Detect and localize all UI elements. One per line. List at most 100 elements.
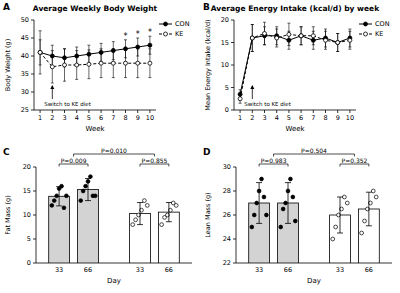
error-bar: [300, 27, 303, 45]
data-point: [311, 34, 315, 38]
data-point: [287, 32, 291, 36]
data-point: [250, 36, 254, 40]
legend-label: KE: [175, 30, 183, 38]
y-tick-label: 10: [221, 61, 229, 69]
y-tick: [33, 191, 36, 192]
x-tick: [88, 110, 89, 113]
data-point: [291, 195, 295, 199]
y-tick-label: 5: [27, 235, 31, 243]
plot-area: [249, 177, 380, 263]
x-tick-label: 33: [336, 266, 344, 274]
data-point: [55, 194, 59, 198]
x-tick: [125, 110, 126, 113]
error-bar: [100, 49, 103, 78]
data-point: [255, 201, 259, 205]
x-tick-label: 3: [62, 114, 66, 122]
data-point: [334, 225, 338, 229]
x-axis-label: Week: [285, 125, 305, 133]
error-bar: [263, 22, 266, 45]
panel-letter: C: [3, 147, 10, 157]
y-axis-label: Body Weight (g): [4, 39, 12, 91]
error-bar: [85, 179, 91, 201]
legend-marker: [164, 32, 168, 36]
data-point: [345, 201, 349, 205]
significance-mark: *: [136, 30, 140, 39]
data-point: [250, 225, 254, 229]
x-tick-label: 5: [87, 114, 91, 122]
y-tick: [33, 263, 36, 264]
panel-letter: A: [3, 2, 10, 12]
annotation: P=0.855: [142, 157, 168, 164]
y-tick: [31, 92, 34, 93]
x-tick-label: 10: [346, 114, 354, 122]
y-tick: [31, 38, 34, 39]
x-tick: [264, 110, 265, 113]
x-tick: [101, 110, 102, 113]
y-tick-label: 25: [21, 106, 29, 114]
error-bar: [336, 34, 339, 52]
data-point: [174, 204, 178, 208]
x-tick: [76, 110, 77, 113]
data-point: [342, 195, 346, 199]
y-tick-label: 20: [23, 163, 31, 171]
data-point: [148, 43, 152, 47]
data-point: [148, 61, 152, 65]
annotation-arrowhead: [250, 85, 254, 89]
data-point: [260, 177, 264, 181]
legend-label: CON: [175, 20, 190, 28]
bracket: [340, 164, 369, 167]
x-tick-label: 8: [323, 114, 327, 122]
x-tick: [252, 110, 253, 113]
x-tick: [149, 110, 150, 113]
error-bar: [300, 27, 303, 45]
x-axis-label: Day: [307, 277, 321, 285]
annotation: P=0.010: [101, 147, 127, 154]
plot-area: [38, 31, 152, 83]
x-tick: [288, 110, 289, 113]
x-tick: [137, 110, 138, 113]
data-point: [38, 50, 42, 54]
data-point: [336, 41, 340, 45]
x-tick: [349, 110, 350, 113]
y-tick-label: 10: [23, 211, 31, 219]
data-point: [252, 213, 256, 217]
data-point: [279, 225, 283, 229]
chart-title: Average Weekly Body Weight: [33, 4, 158, 13]
legend-marker: [364, 22, 368, 26]
annotation: Switch to KE diet: [244, 101, 291, 107]
error-bar: [166, 203, 172, 222]
x-axis-label: Day: [107, 277, 121, 285]
error-bar: [251, 25, 254, 52]
error-bar: [366, 192, 372, 226]
data-point: [293, 219, 297, 223]
x-tick-label: 2: [50, 114, 54, 122]
x-tick-label: 33: [255, 266, 263, 274]
annotation: P=0.009: [61, 157, 87, 164]
data-point: [284, 201, 288, 205]
bracket: [59, 164, 88, 167]
x-tick: [64, 110, 65, 113]
data-point: [134, 218, 138, 222]
x-tick-label: 66: [365, 266, 373, 274]
error-bar: [75, 51, 78, 80]
data-point: [93, 194, 97, 198]
x-tick-label: 4: [275, 114, 279, 122]
panel: BAverage Energy Intake (kcal/d) by week0…: [203, 2, 390, 133]
error-bar: [39, 31, 42, 74]
y-tick: [31, 20, 34, 21]
x-tick-label: 9: [136, 114, 140, 122]
data-point: [348, 38, 352, 42]
significance-mark: *: [148, 28, 152, 37]
y-tick-label: 28: [223, 187, 231, 195]
y-tick: [233, 263, 236, 264]
x-tick-label: 2: [250, 114, 254, 122]
y-tick-label: 30: [223, 163, 231, 171]
significance-mark: *: [124, 32, 128, 41]
error-bar: [239, 94, 242, 103]
y-tick: [231, 65, 234, 66]
data-point: [275, 36, 279, 40]
plot-area: [238, 22, 352, 103]
panel: C05101520Fat Mass (g)33663366DayP=0.010P…: [3, 147, 192, 286]
x-tick: [276, 110, 277, 113]
y-tick: [233, 191, 236, 192]
